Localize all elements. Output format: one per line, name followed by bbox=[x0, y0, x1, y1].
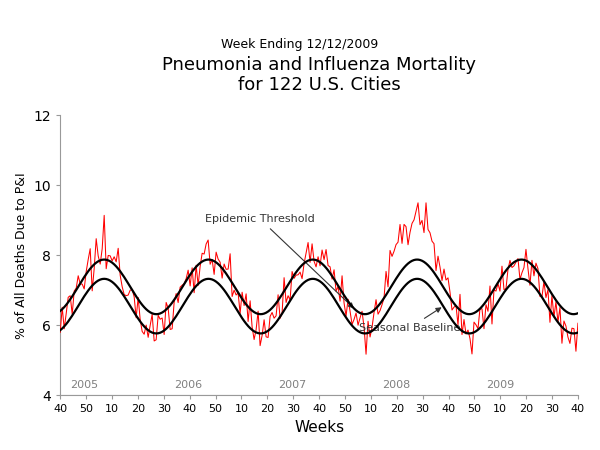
Text: 2008: 2008 bbox=[382, 380, 410, 390]
Y-axis label: % of All Deaths Due to P&I: % of All Deaths Due to P&I bbox=[15, 172, 28, 339]
Text: Seasonal Baseline: Seasonal Baseline bbox=[359, 308, 461, 333]
Title: Pneumonia and Influenza Mortality
for 122 U.S. Cities: Pneumonia and Influenza Mortality for 12… bbox=[162, 55, 476, 94]
Text: 2007: 2007 bbox=[278, 380, 307, 390]
X-axis label: Weeks: Weeks bbox=[294, 420, 344, 435]
Text: 2005: 2005 bbox=[70, 380, 98, 390]
Text: Epidemic Threshold: Epidemic Threshold bbox=[205, 214, 353, 308]
Text: 2009: 2009 bbox=[486, 380, 514, 390]
Text: Week Ending 12/12/2009: Week Ending 12/12/2009 bbox=[221, 38, 379, 51]
Text: 2006: 2006 bbox=[174, 380, 202, 390]
